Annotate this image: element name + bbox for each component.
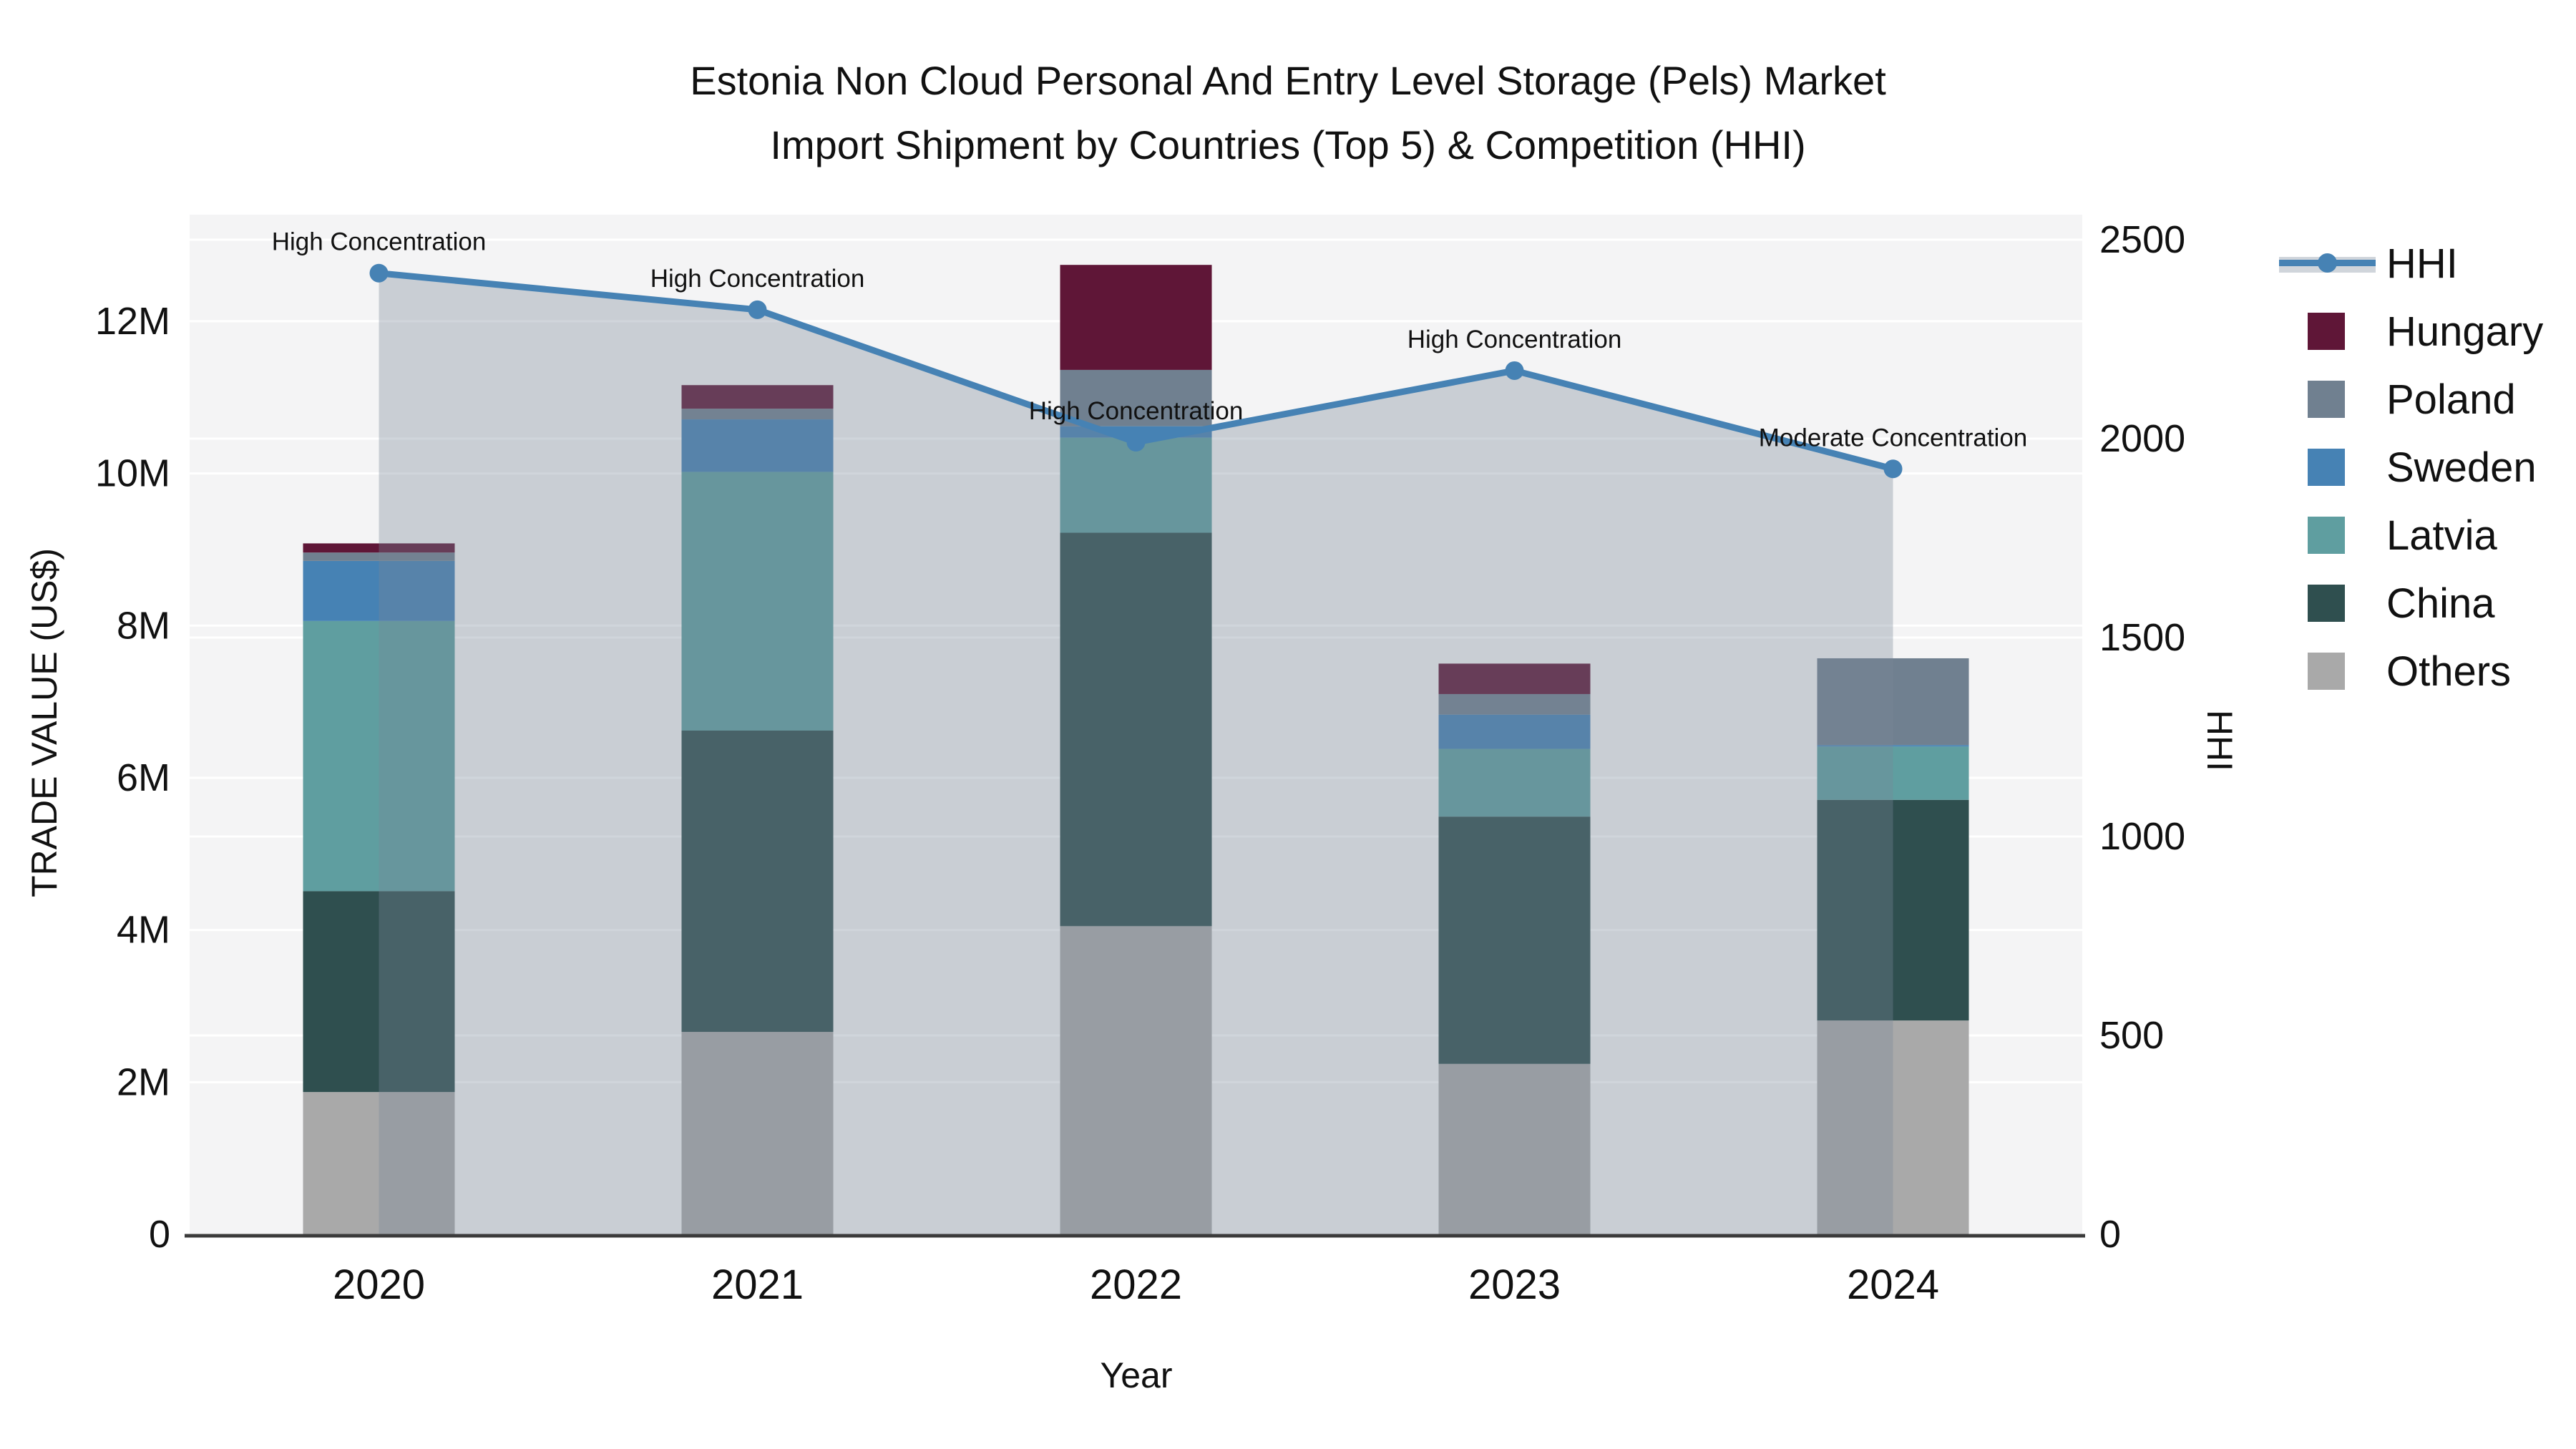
bar-segment-poland-2023[interactable] [1438, 693, 1591, 715]
y-left-tick-0: 0 [149, 1213, 170, 1256]
bar-segment-others-2023[interactable] [1438, 1063, 1591, 1234]
legend-item-hungary[interactable]: Hungary [2279, 308, 2544, 355]
hhi-marker-2023[interactable] [1505, 361, 1524, 380]
y-right-tick-0: 0 [2099, 1213, 2121, 1256]
legend-swatch-china [2308, 585, 2345, 622]
y-left-tick-4M: 4M [117, 909, 170, 952]
hhi-area-fill [379, 273, 1893, 1234]
bar-segment-china-2020[interactable] [303, 891, 455, 1093]
x-tick-2023: 2023 [1468, 1262, 1561, 1308]
hhi-marker-2022[interactable] [1126, 433, 1146, 452]
x-tick-2024: 2024 [1847, 1262, 1939, 1308]
legend-item-china[interactable]: China [2279, 580, 2495, 627]
annotation-2023: High Concentration [1407, 326, 1622, 353]
legend-label-hhi: HHI [2386, 240, 2458, 287]
x-tick-2020: 2020 [333, 1262, 425, 1308]
legend-swatch-sweden [2308, 449, 2345, 486]
hhi-marker-2020[interactable] [369, 263, 389, 283]
legend-hhi-line-icon [2279, 251, 2376, 275]
bar-segment-latvia-2020[interactable] [303, 620, 455, 892]
legend-label-hungary: Hungary [2386, 308, 2544, 355]
legend-item-sweden[interactable]: Sweden [2279, 444, 2537, 491]
legend-item-others[interactable]: Others [2279, 648, 2512, 695]
bar-segment-poland-2021[interactable] [681, 409, 834, 420]
bar-segment-sweden-2023[interactable] [1438, 714, 1591, 749]
y-right-tick-500: 500 [2099, 1014, 2164, 1057]
x-axis-title: Year [1100, 1355, 1173, 1395]
bar-segment-others-2022[interactable] [1060, 926, 1212, 1234]
bar-segment-latvia-2022[interactable] [1060, 437, 1212, 533]
legend-swatch-poland [2308, 381, 2345, 418]
legend-swatch-hungary [2308, 313, 2345, 350]
chart-title: Estonia Non Cloud Personal And Entry Lev… [0, 49, 2576, 177]
y-left-tick-2M: 2M [117, 1060, 170, 1103]
bar-segment-china-2024[interactable] [1817, 799, 1969, 1021]
bar-segment-china-2022[interactable] [1060, 532, 1212, 927]
y-axis-title-left: TRADE VALUE (US$) [24, 547, 64, 898]
y-left-tick-6M: 6M [117, 756, 170, 799]
annotation-2021: High Concentration [650, 265, 865, 293]
chart-title-line1: Estonia Non Cloud Personal And Entry Lev… [690, 58, 1886, 103]
bar-segment-others-2020[interactable] [303, 1092, 455, 1234]
bar-segment-hungary-2020[interactable] [303, 543, 455, 553]
x-tick-2021: 2021 [711, 1262, 804, 1308]
hhi-marker-2024[interactable] [1883, 459, 1903, 479]
bar-segment-china-2021[interactable] [681, 731, 834, 1033]
y-right-tick-2000: 2000 [2099, 417, 2185, 460]
bar-segment-sweden-2024[interactable] [1817, 745, 1969, 747]
bar-segment-latvia-2023[interactable] [1438, 748, 1591, 817]
annotation-2020: High Concentration [272, 228, 487, 256]
y-left-tick-8M: 8M [117, 604, 170, 647]
y-axis-title-right: HHI [2200, 709, 2240, 772]
hhi-marker-2021[interactable] [748, 300, 767, 319]
bar-segment-latvia-2021[interactable] [681, 472, 834, 731]
legend-swatch-latvia [2308, 517, 2345, 554]
bar-segment-latvia-2024[interactable] [1817, 746, 1969, 800]
legend-label-others: Others [2386, 648, 2512, 695]
bar-segment-hungary-2022[interactable] [1060, 265, 1212, 370]
bar-segment-poland-2024[interactable] [1817, 658, 1969, 746]
bar-segment-hungary-2023[interactable] [1438, 663, 1591, 694]
y-right-tick-1000: 1000 [2099, 815, 2185, 858]
legend-swatch-others [2308, 653, 2345, 690]
y-left-tick-12M: 12M [95, 300, 170, 343]
bar-segment-sweden-2021[interactable] [681, 419, 834, 472]
bar-segment-others-2024[interactable] [1817, 1020, 1969, 1234]
legend-label-poland: Poland [2386, 376, 2516, 423]
chart-title-line2: Import Shipment by Countries (Top 5) & C… [770, 122, 1806, 167]
legend-item-poland[interactable]: Poland [2279, 376, 2516, 423]
x-tick-2022: 2022 [1090, 1262, 1182, 1308]
bar-segment-poland-2022[interactable] [1060, 369, 1212, 426]
annotation-2022: High Concentration [1029, 397, 1244, 425]
legend-label-latvia: Latvia [2386, 512, 2497, 559]
y-left-tick-10M: 10M [95, 452, 170, 495]
bar-segment-china-2023[interactable] [1438, 816, 1591, 1064]
legend-item-hhi[interactable]: HHI [2279, 240, 2458, 287]
bar-segment-sweden-2020[interactable] [303, 560, 455, 621]
bar-segment-poland-2020[interactable] [303, 552, 455, 561]
legend-label-china: China [2386, 580, 2495, 627]
legend-label-sweden: Sweden [2386, 444, 2537, 491]
bar-segment-others-2021[interactable] [681, 1032, 834, 1234]
y-right-tick-1500: 1500 [2099, 616, 2185, 659]
y-right-tick-2500: 2500 [2099, 218, 2185, 261]
bar-segment-hungary-2021[interactable] [681, 385, 834, 409]
legend-item-latvia[interactable]: Latvia [2279, 512, 2497, 559]
annotation-2024: Moderate Concentration [1759, 424, 2028, 452]
